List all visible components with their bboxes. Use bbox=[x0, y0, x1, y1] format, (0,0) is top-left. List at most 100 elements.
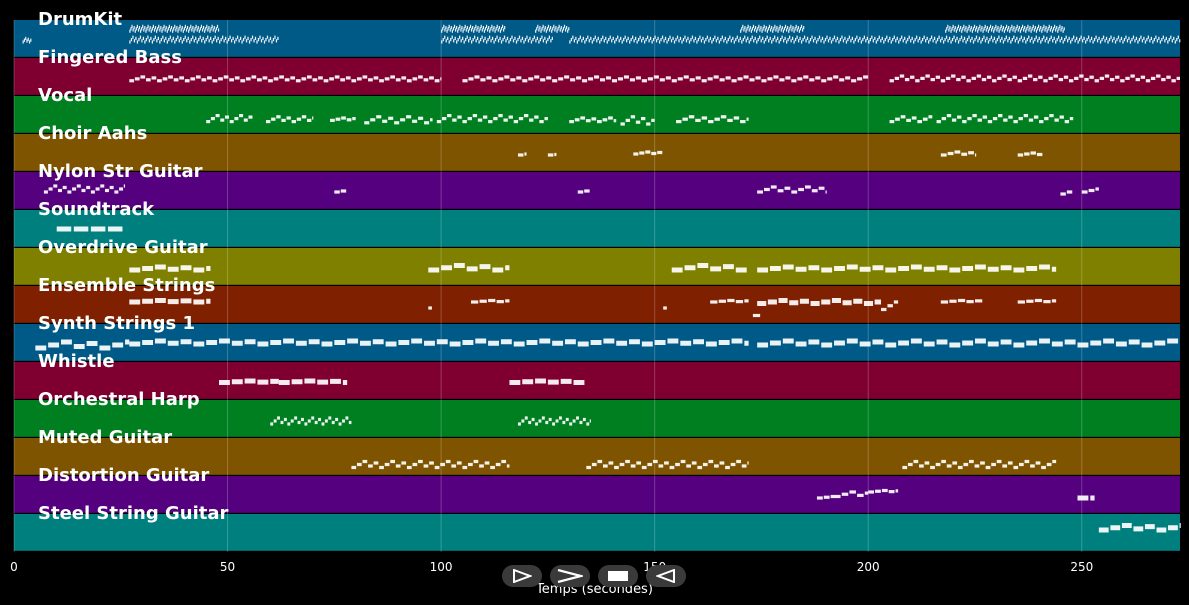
forward-button[interactable] bbox=[550, 565, 590, 587]
note bbox=[340, 189, 347, 193]
note bbox=[987, 341, 999, 347]
note bbox=[608, 461, 614, 465]
note bbox=[352, 117, 356, 121]
note bbox=[799, 36, 801, 40]
play-button[interactable] bbox=[502, 565, 542, 587]
note bbox=[544, 36, 546, 40]
note bbox=[885, 342, 897, 348]
note bbox=[462, 465, 468, 470]
note bbox=[273, 419, 277, 423]
note bbox=[388, 116, 394, 120]
note bbox=[992, 26, 994, 30]
note bbox=[245, 77, 251, 81]
note bbox=[630, 38, 632, 42]
note bbox=[1012, 75, 1017, 79]
note bbox=[441, 40, 443, 44]
note bbox=[633, 152, 639, 156]
note bbox=[827, 39, 830, 43]
note bbox=[517, 422, 521, 426]
note bbox=[803, 26, 805, 30]
note bbox=[496, 35, 498, 39]
note bbox=[749, 78, 755, 82]
x-axis: 050100150200250 bbox=[10, 560, 1093, 574]
note bbox=[1024, 152, 1030, 156]
note bbox=[150, 29, 152, 33]
note bbox=[605, 76, 612, 80]
rewind-button[interactable] bbox=[646, 565, 686, 587]
note bbox=[514, 36, 516, 40]
note bbox=[186, 39, 188, 43]
note bbox=[446, 29, 448, 33]
note bbox=[645, 38, 647, 42]
note bbox=[304, 378, 316, 384]
note bbox=[1049, 114, 1054, 118]
note bbox=[215, 27, 218, 31]
note bbox=[616, 340, 628, 346]
note bbox=[641, 465, 647, 470]
note bbox=[747, 24, 749, 28]
note bbox=[970, 26, 972, 30]
note bbox=[474, 75, 480, 79]
note bbox=[1038, 75, 1043, 79]
note bbox=[60, 339, 72, 345]
note bbox=[966, 29, 968, 33]
note bbox=[946, 114, 952, 118]
note bbox=[394, 121, 400, 125]
note bbox=[928, 115, 933, 119]
note bbox=[192, 35, 194, 39]
note bbox=[957, 465, 963, 470]
note bbox=[209, 29, 211, 33]
note bbox=[547, 379, 559, 385]
note bbox=[983, 27, 985, 31]
note bbox=[792, 26, 794, 30]
note bbox=[153, 28, 156, 32]
note bbox=[142, 24, 144, 28]
note bbox=[86, 341, 98, 346]
note bbox=[321, 341, 333, 347]
note bbox=[730, 462, 736, 467]
note bbox=[535, 39, 537, 43]
note bbox=[459, 35, 461, 39]
note bbox=[567, 29, 569, 33]
note bbox=[942, 40, 945, 44]
note bbox=[112, 342, 124, 348]
note bbox=[382, 119, 388, 123]
note bbox=[670, 39, 673, 43]
note bbox=[207, 76, 212, 80]
note bbox=[1176, 38, 1178, 42]
note bbox=[1141, 342, 1153, 348]
note bbox=[62, 185, 67, 190]
note bbox=[100, 184, 105, 188]
note bbox=[143, 28, 145, 32]
note bbox=[774, 35, 776, 39]
note bbox=[295, 340, 307, 346]
note bbox=[1050, 35, 1052, 39]
note bbox=[789, 300, 799, 306]
stop-button[interactable] bbox=[598, 565, 638, 587]
note bbox=[617, 35, 619, 39]
note bbox=[1135, 36, 1138, 40]
note bbox=[283, 417, 287, 422]
note bbox=[986, 36, 988, 40]
note bbox=[785, 40, 788, 44]
note bbox=[699, 35, 701, 39]
note bbox=[1051, 29, 1054, 33]
note bbox=[1130, 74, 1135, 78]
note bbox=[308, 339, 320, 345]
note bbox=[1044, 28, 1046, 32]
track-band bbox=[14, 362, 1180, 399]
note bbox=[176, 26, 178, 30]
note bbox=[28, 40, 31, 44]
note bbox=[673, 40, 676, 44]
note bbox=[1156, 74, 1161, 78]
note bbox=[630, 464, 636, 468]
note bbox=[742, 38, 744, 42]
note bbox=[1030, 29, 1032, 33]
note bbox=[342, 419, 345, 423]
note bbox=[1013, 120, 1018, 124]
note bbox=[590, 340, 602, 345]
note bbox=[1023, 36, 1025, 40]
note bbox=[279, 75, 284, 79]
note bbox=[754, 36, 756, 40]
note bbox=[242, 38, 245, 42]
